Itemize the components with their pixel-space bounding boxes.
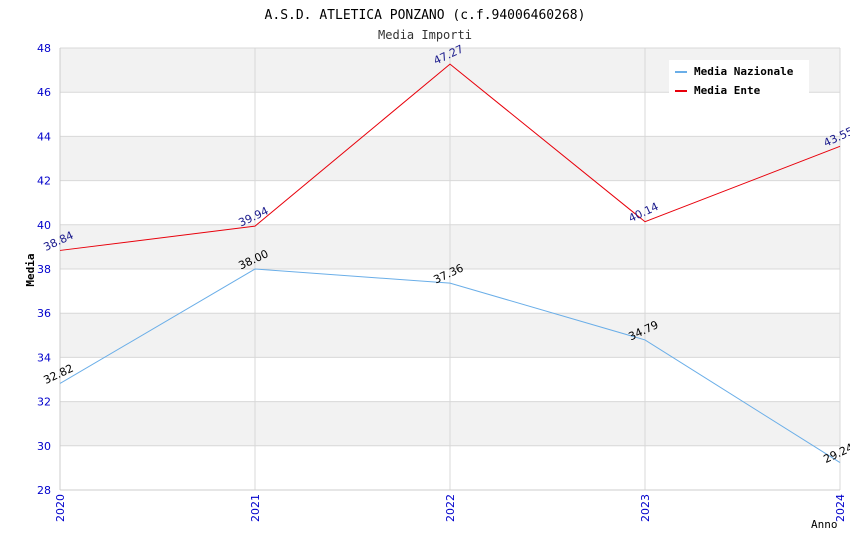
legend-label-media-ente: Media Ente — [694, 84, 761, 97]
legend-box — [669, 60, 809, 96]
y-tick-label: 42 — [37, 175, 51, 188]
x-tick-label: 2021 — [249, 494, 262, 522]
y-tick-label: 46 — [37, 86, 51, 99]
y-tick-label: 40 — [37, 219, 51, 232]
y-tick-label: 32 — [37, 396, 51, 409]
y-tick-label: 36 — [37, 307, 51, 320]
legend: Media Nazionale Media Ente — [669, 60, 809, 97]
y-tick-label: 48 — [37, 42, 51, 55]
series-line-media-ente — [59, 63, 841, 251]
x-axis-label: Anno — [811, 518, 838, 531]
y-tick-label: 28 — [37, 484, 51, 497]
series-group — [59, 63, 841, 464]
y-tick-labels: 28 30 32 34 36 38 40 42 44 46 48 — [37, 42, 51, 497]
chart-subtitle: Media Importi — [378, 28, 472, 42]
chart-title: A.S.D. ATLETICA PONZANO (c.f.94006460268… — [265, 8, 586, 23]
series-line-media-nazionale — [59, 268, 841, 464]
y-axis-label: Media — [24, 253, 37, 286]
y-tick-label: 34 — [37, 351, 51, 364]
x-tick-labels: 2020 2021 2022 2023 2024 — [54, 494, 847, 522]
x-tick-label: 2020 — [54, 494, 67, 522]
x-tick-label: 2022 — [444, 494, 457, 522]
y-tick-label: 44 — [37, 130, 51, 143]
x-tick-label: 2023 — [639, 494, 652, 522]
legend-label-media-nazionale: Media Nazionale — [694, 65, 794, 78]
x-tick-label: 2024 — [834, 494, 847, 522]
y-tick-label: 38 — [37, 263, 51, 276]
y-tick-label: 30 — [37, 440, 51, 453]
